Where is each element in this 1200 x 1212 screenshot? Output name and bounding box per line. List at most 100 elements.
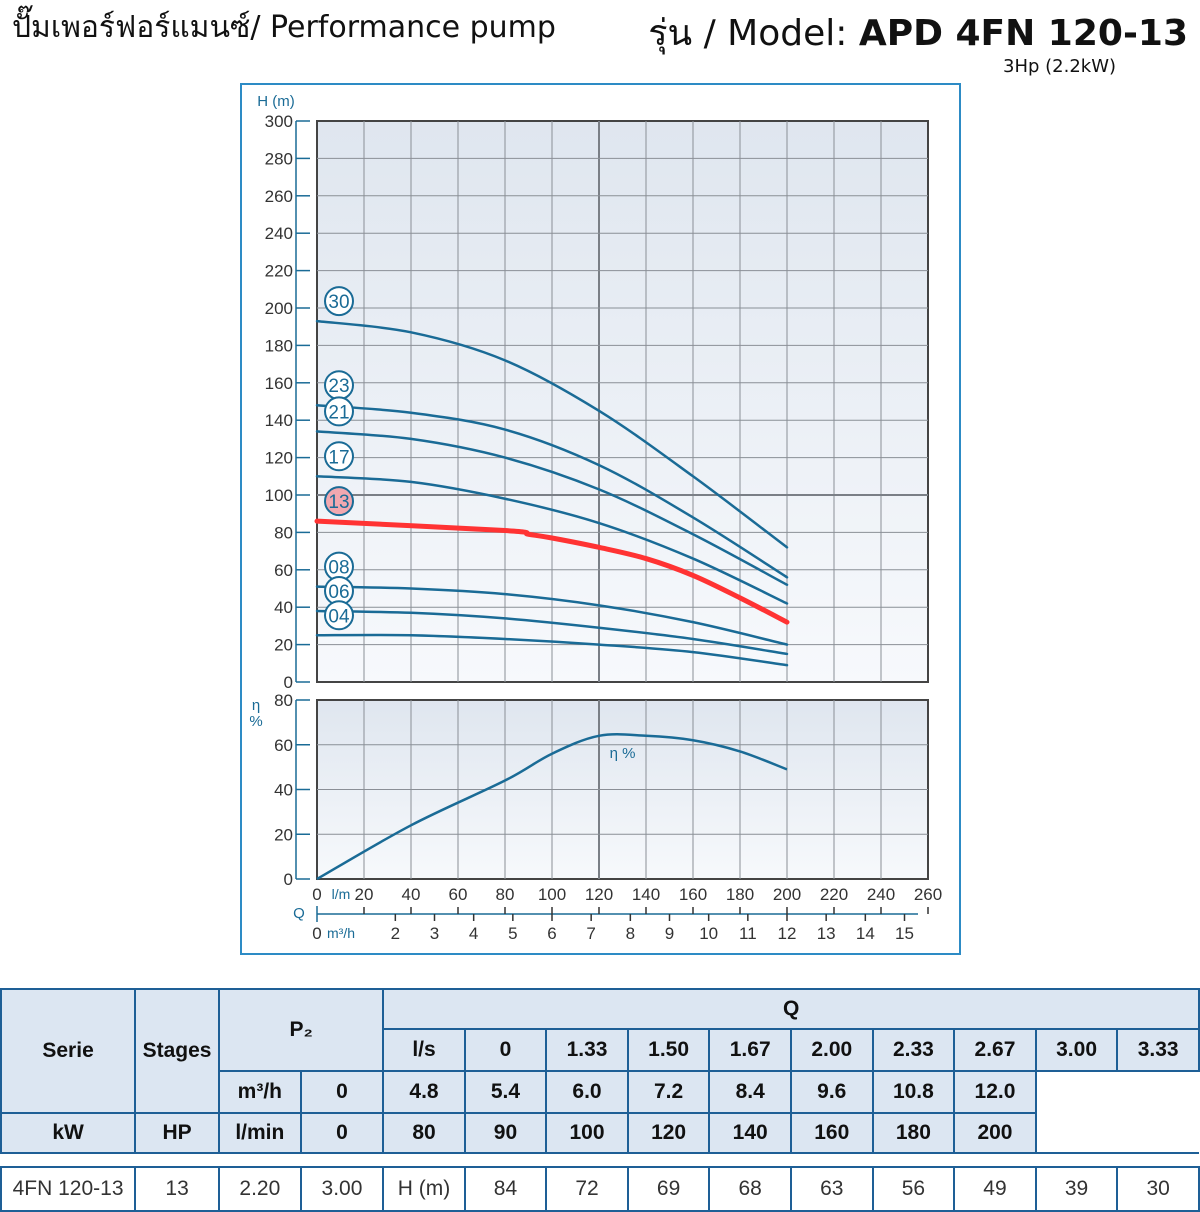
lmin-value: 140 — [708, 1112, 792, 1154]
y-tick-label: 260 — [265, 187, 293, 206]
hp-cell: 3.00 — [299, 1166, 385, 1212]
lmin-value: 200 — [953, 1112, 1037, 1154]
model-name: APD 4FN 120-13 — [858, 13, 1188, 54]
kw-cell: 2.20 — [218, 1166, 302, 1212]
curve-21 — [315, 430, 789, 587]
x-tick-label: 60 — [449, 885, 468, 904]
h-label-cell: H (m) — [382, 1166, 466, 1212]
kw-header: kW — [0, 1112, 137, 1154]
stages-cell: 13 — [134, 1166, 220, 1212]
power-rating: 3Hp (2.2kW) — [1003, 56, 1117, 77]
model-title: รุ่น / Model: APD 4FN 120-13 — [648, 4, 1188, 61]
stage-badge — [324, 600, 354, 631]
x-tick-label: 240 — [867, 885, 895, 904]
ls-value: 1.67 — [708, 1028, 792, 1072]
y-tick-label: 0 — [284, 673, 293, 692]
lmin-value: 80 — [382, 1112, 466, 1154]
y-axis-title: H (m) — [257, 93, 295, 110]
lmin-value: 90 — [463, 1112, 548, 1154]
stage-label: 04 — [328, 606, 350, 627]
x-tick-label: 0 — [312, 885, 321, 904]
h-value: 72 — [545, 1166, 629, 1212]
eff-tick-label: 80 — [274, 691, 293, 710]
m3h-value: 10.8 — [871, 1070, 956, 1114]
x-tick-label: 260 — [914, 885, 942, 904]
ls-header: l/s — [382, 1028, 466, 1072]
curve-04 — [315, 633, 789, 667]
x-unit-lmin: l/m — [332, 886, 351, 902]
h-value: 56 — [871, 1166, 956, 1212]
spec-table: Serie Stages P₂ Q l/s 0 1.33 1.50 1.67 2… — [0, 988, 1200, 1212]
performance-chart: 30 23 21 17 13 08 06 04 η % 0 20 40 60 80 100 120 140 16… — [240, 83, 961, 955]
m3h-value: 8.4 — [708, 1070, 792, 1114]
h-value: 68 — [708, 1166, 792, 1212]
x-tick-label: 140 — [632, 885, 660, 904]
m3h-tick-label: 9 — [665, 924, 674, 943]
y-tick-label: 40 — [274, 598, 293, 617]
h-value: 49 — [953, 1166, 1037, 1212]
efficiency-curve — [316, 733, 788, 881]
ls-value: 2.33 — [871, 1028, 956, 1072]
lmin-header: l/min — [218, 1112, 302, 1154]
stage-badge — [324, 286, 354, 317]
y-tick-label: 240 — [265, 224, 293, 243]
m3h-tick-label: 13 — [817, 924, 836, 943]
table-row: 4FN 120-13 13 2.20 3.00 H (m) 84 72 69 6… — [0, 1166, 1200, 1212]
p2-header: P₂ — [217, 988, 385, 1072]
m3h-tick-label: 8 — [626, 924, 635, 943]
y-tick-label: 220 — [265, 262, 293, 281]
stage-label: 30 — [328, 292, 349, 313]
eff-tick-label: 20 — [274, 825, 293, 844]
serie-cell: 4FN 120-13 — [0, 1166, 137, 1212]
eff-tick-label: 40 — [274, 781, 293, 800]
m3h-tick-label: 14 — [856, 924, 875, 943]
stage-label: 21 — [328, 402, 349, 423]
x-tick-label: 180 — [726, 885, 754, 904]
lmin-value: 0 — [299, 1112, 385, 1154]
m3h-value: 9.6 — [789, 1070, 874, 1114]
y-tick-label: 160 — [265, 374, 293, 393]
serie-header: Serie — [0, 988, 137, 1114]
m3h-header: m³/h — [218, 1070, 302, 1114]
y-tick-label: 80 — [274, 523, 293, 542]
curve-06 — [315, 609, 789, 656]
m3h-tick-label: 2 — [391, 924, 400, 943]
y-tick-label: 300 — [265, 112, 293, 131]
ls-value: 1.50 — [626, 1028, 711, 1072]
q-axis-title: Q — [293, 905, 305, 922]
m3h-tick-label: 0 — [312, 924, 321, 943]
curve-13 — [314, 518, 790, 625]
ls-value: 3.33 — [1116, 1028, 1200, 1072]
x-tick-label: 20 — [355, 885, 374, 904]
stage-label: 08 — [328, 558, 349, 579]
curve-17 — [315, 475, 789, 605]
stage-badge — [324, 486, 354, 517]
stage-label: 23 — [328, 376, 349, 397]
m3h-tick-label: 6 — [547, 924, 556, 943]
x-tick-label: 120 — [585, 885, 613, 904]
ls-value: 3.00 — [1034, 1028, 1119, 1072]
stage-badge — [324, 396, 354, 427]
title-left: ปั๊มเพอร์ฟอร์แมนซ์/ Performance pump — [12, 10, 556, 45]
stage-label: 17 — [328, 447, 349, 468]
stage-label: 06 — [328, 582, 349, 603]
m3h-tick-label: 10 — [699, 924, 718, 943]
y-tick-label: 20 — [274, 636, 293, 655]
m3h-value: 0 — [299, 1070, 385, 1114]
curve-30 — [315, 319, 789, 549]
m3h-value: 5.4 — [463, 1070, 548, 1114]
model-prefix: รุ่น / Model: — [648, 13, 859, 54]
eff-tick-label: 0 — [284, 870, 293, 889]
ls-value: 2.00 — [789, 1028, 874, 1072]
x-tick-label: 100 — [538, 885, 566, 904]
x-tick-label: 80 — [496, 885, 515, 904]
eff-axis-unit: % — [249, 713, 262, 730]
y-tick-label: 140 — [265, 411, 293, 430]
curve-08 — [315, 585, 789, 646]
stage-badge — [324, 441, 354, 472]
x-tick-label: 40 — [402, 885, 421, 904]
eff-axis-title: η — [252, 697, 260, 714]
x-tick-label: 160 — [679, 885, 707, 904]
curve-23 — [315, 403, 789, 579]
